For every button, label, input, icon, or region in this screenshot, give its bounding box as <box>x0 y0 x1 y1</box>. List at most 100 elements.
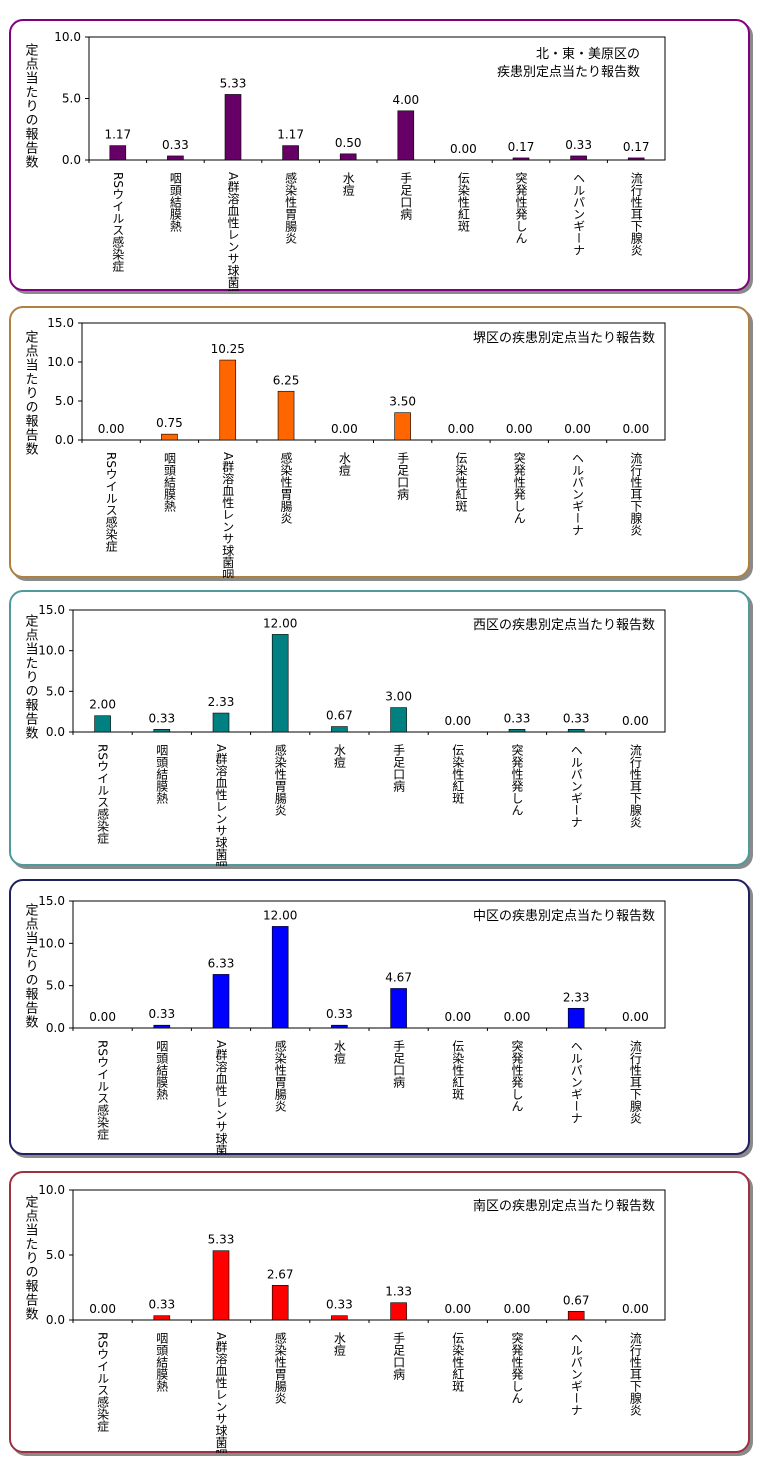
data-label: 0.00 <box>564 422 591 436</box>
x-category-label: 水痘 <box>341 172 355 197</box>
data-label: 2.33 <box>563 990 590 1004</box>
data-label: 3.50 <box>389 395 416 409</box>
y-tick-label: 15.0 <box>47 316 74 330</box>
y-axis-label: 定点当たりの報告数 <box>23 614 39 740</box>
x-category-label: 水痘 <box>332 744 346 769</box>
x-category-label: A群溶血性レンサ球菌咽頭炎 <box>214 1332 228 1453</box>
y-tick-label: 0.0 <box>46 1313 65 1327</box>
chart-title: 堺区の疾患別定点当たり報告数 <box>473 331 655 346</box>
x-category-label: ヘルパンギーナ <box>569 1040 583 1124</box>
x-category-label: 水痘 <box>332 1040 346 1065</box>
bar-chart: 10.0 5.0 0.0 定点当たりの報告数 南区の疾患別定点当たり報告数 0.00 RSウ… <box>23 1183 666 1453</box>
x-category-label: 手足口病 <box>392 744 406 793</box>
x-category-label: ヘルパンギーナ <box>569 1332 583 1416</box>
y-axis-label: 定点当たりの報告数 <box>23 903 39 1029</box>
x-category-label: 伝染性紅斑 <box>456 172 470 233</box>
data-label: 4.67 <box>385 970 412 984</box>
bar <box>94 715 111 733</box>
data-label: 0.00 <box>506 422 533 436</box>
data-label: 0.00 <box>622 714 649 728</box>
data-label: 0.00 <box>89 1010 116 1024</box>
x-category-label: 伝染性紅斑 <box>451 744 465 805</box>
data-label: 0.67 <box>326 709 353 723</box>
data-label: 0.00 <box>89 1302 116 1316</box>
bar-chart: 15.0 10.0 5.0 0.0 定点当たりの報告数 堺区の疾患別定点当たり報告数 0.0… <box>23 316 666 578</box>
chart-panel: 15.0 10.0 5.0 0.0 定点当たりの報告数 堺区の疾患別定点当たり報告数 0.0… <box>9 306 750 578</box>
data-label: 0.17 <box>508 140 535 154</box>
x-category-label: RSウイルス感染症 <box>96 1332 110 1433</box>
y-tick-label: 10.0 <box>38 1183 65 1197</box>
x-category-label: RSウイルス感染症 <box>104 452 118 553</box>
bar <box>271 634 289 733</box>
data-label: 5.33 <box>220 76 247 90</box>
x-category-label: 水痘 <box>332 1332 346 1357</box>
x-category-label: 流行性耳下腺炎 <box>629 452 643 536</box>
y-tick-label: 0.0 <box>46 725 65 739</box>
x-category-label: 手足口病 <box>399 172 413 221</box>
data-label: 0.33 <box>148 1007 175 1021</box>
chart-panel: 15.0 10.0 5.0 0.0 定点当たりの報告数 西区の疾患別定点当たり報告数 2.0… <box>9 590 750 866</box>
x-category-label: 突発性発しん <box>514 171 528 244</box>
x-category-label: A群溶血性レンサ球菌咽頭炎 <box>214 1040 228 1155</box>
data-label: 0.00 <box>444 1302 471 1316</box>
bar <box>508 729 526 733</box>
bar-chart: 15.0 10.0 5.0 0.0 定点当たりの報告数 西区の疾患別定点当たり報告数 2.0… <box>23 603 666 866</box>
bar <box>394 412 411 441</box>
y-tick-label: 15.0 <box>38 603 65 617</box>
data-label: 12.00 <box>263 908 297 922</box>
x-category-label: ヘルパンギーナ <box>571 452 585 536</box>
data-label: 0.00 <box>98 422 125 436</box>
y-tick-label: 5.0 <box>62 92 81 106</box>
x-category-label: RSウイルス感染症 <box>96 1040 110 1141</box>
x-category-label: RSウイルス感染症 <box>96 744 110 845</box>
data-label: 0.00 <box>504 1010 531 1024</box>
x-category-label: 突発性発しん <box>510 1331 524 1404</box>
x-category-label: 手足口病 <box>392 1040 406 1089</box>
x-category-label: 伝染性紅斑 <box>451 1332 465 1393</box>
x-category-label: 伝染性紅斑 <box>451 1040 465 1101</box>
chart-title: 中区の疾患別定点当たり報告数 <box>473 909 655 924</box>
data-label: 0.00 <box>504 1302 531 1316</box>
data-label: 2.33 <box>208 695 235 709</box>
y-axis-label: 定点当たりの報告数 <box>23 330 39 456</box>
data-label: 0.00 <box>331 422 358 436</box>
y-tick-label: 10.0 <box>38 644 65 658</box>
y-tick-label: 0.0 <box>55 433 74 447</box>
x-category-label: ヘルパンギーナ <box>572 172 586 256</box>
data-label: 0.75 <box>156 416 183 430</box>
chart-panel: 15.0 10.0 5.0 0.0 定点当たりの報告数 中区の疾患別定点当たり報告数 0.0… <box>9 879 750 1155</box>
x-category-label: 突発性発しん <box>510 743 524 816</box>
data-label: 0.33 <box>565 138 592 152</box>
chart-panel: 10.0 5.0 0.0 定点当たりの報告数 北・東・美原区の疾患別定点当たり報告数 1.… <box>9 19 750 291</box>
data-label: 0.17 <box>623 140 650 154</box>
bar <box>224 94 242 161</box>
y-tick-label: 15.0 <box>38 894 65 908</box>
x-category-label: 咽頭結膜熱 <box>162 452 176 513</box>
data-label: 0.33 <box>326 1298 353 1312</box>
bar <box>331 1024 348 1029</box>
data-label: 0.67 <box>563 1293 590 1307</box>
y-tick-label: 0.0 <box>46 1021 65 1035</box>
bar-chart: 15.0 10.0 5.0 0.0 定点当たりの報告数 中区の疾患別定点当たり報告数 0.0… <box>23 894 666 1155</box>
bar <box>212 1250 230 1321</box>
bar <box>212 974 230 1029</box>
x-category-label: 咽頭結膜熱 <box>155 1332 169 1393</box>
x-category-label: 伝染性紅斑 <box>454 452 468 513</box>
data-label: 1.33 <box>385 1285 412 1299</box>
x-category-label: 感染性胃腸炎 <box>284 171 298 244</box>
data-label: 12.00 <box>263 616 297 630</box>
bar <box>153 1315 171 1321</box>
x-category-label: 手足口病 <box>392 1332 406 1381</box>
bar <box>331 726 348 733</box>
data-label: 0.33 <box>563 711 590 725</box>
y-tick-label: 10.0 <box>47 355 74 369</box>
data-label: 10.25 <box>211 342 245 356</box>
bar <box>167 155 184 161</box>
data-label: 6.33 <box>208 956 235 970</box>
data-label: 0.33 <box>148 1298 175 1312</box>
chart-title: 南区の疾患別定点当たり報告数 <box>473 1198 655 1214</box>
x-category-label: A群溶血性レンサ球菌咽頭炎 <box>221 452 235 578</box>
bar <box>627 157 645 161</box>
data-label: 0.50 <box>335 136 362 150</box>
x-category-label: 流行性耳下腺炎 <box>628 1040 642 1124</box>
